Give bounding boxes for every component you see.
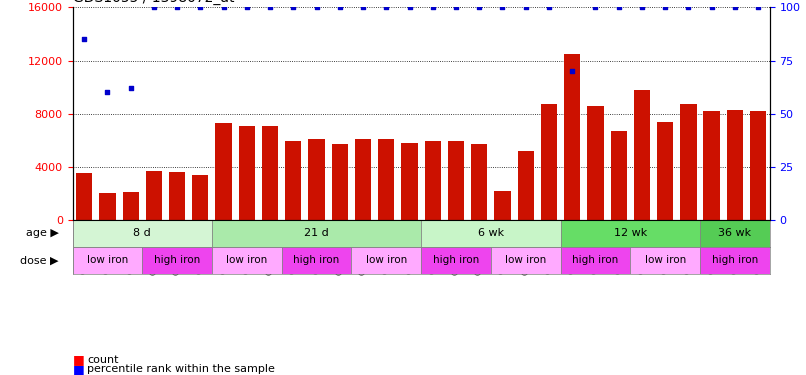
- Bar: [704, 111, 720, 220]
- Text: 8 d: 8 d: [133, 228, 152, 238]
- Bar: [494, 190, 511, 220]
- Bar: [262, 126, 278, 220]
- Bar: [750, 111, 767, 220]
- Point: [310, 4, 323, 10]
- Point: [264, 4, 276, 10]
- Point: [566, 68, 579, 74]
- Bar: [309, 139, 325, 220]
- Text: high iron: high iron: [433, 255, 479, 265]
- Bar: [351, 247, 421, 274]
- Bar: [355, 139, 372, 220]
- Bar: [421, 220, 561, 247]
- Point: [473, 4, 486, 10]
- Point: [217, 4, 230, 10]
- Bar: [212, 247, 282, 274]
- Point: [729, 4, 742, 10]
- Bar: [448, 141, 464, 220]
- Point: [403, 4, 416, 10]
- Bar: [192, 175, 209, 220]
- Bar: [561, 247, 630, 274]
- Bar: [700, 247, 770, 274]
- Text: dose ▶: dose ▶: [20, 255, 59, 265]
- Point: [635, 4, 648, 10]
- Point: [705, 4, 718, 10]
- Text: GDS1055 / 1398072_at: GDS1055 / 1398072_at: [73, 0, 234, 5]
- Point: [194, 4, 207, 10]
- Bar: [421, 247, 491, 274]
- Bar: [491, 247, 561, 274]
- Point: [287, 4, 300, 10]
- Point: [496, 4, 509, 10]
- Point: [124, 85, 137, 91]
- Bar: [215, 123, 232, 220]
- Text: high iron: high iron: [572, 255, 618, 265]
- Text: age ▶: age ▶: [26, 228, 59, 238]
- Point: [240, 4, 253, 10]
- Text: count: count: [87, 355, 118, 365]
- Bar: [239, 126, 255, 220]
- Bar: [76, 173, 93, 220]
- Point: [334, 4, 347, 10]
- Point: [589, 4, 602, 10]
- Point: [450, 4, 463, 10]
- Text: 6 wk: 6 wk: [478, 228, 504, 238]
- Bar: [471, 144, 488, 220]
- Bar: [146, 171, 162, 220]
- Bar: [99, 193, 115, 220]
- Bar: [401, 143, 418, 220]
- Text: low iron: low iron: [87, 255, 128, 265]
- Point: [426, 4, 439, 10]
- Bar: [73, 220, 212, 247]
- Text: 12 wk: 12 wk: [613, 228, 647, 238]
- Bar: [285, 141, 301, 220]
- Point: [613, 4, 625, 10]
- Text: 36 wk: 36 wk: [718, 228, 751, 238]
- Point: [380, 4, 393, 10]
- Bar: [700, 220, 770, 247]
- Point: [171, 4, 184, 10]
- Bar: [564, 54, 580, 220]
- Text: low iron: low iron: [645, 255, 686, 265]
- Point: [752, 4, 765, 10]
- Bar: [634, 90, 650, 220]
- Text: 21 d: 21 d: [304, 228, 329, 238]
- Bar: [378, 139, 394, 220]
- Bar: [517, 151, 534, 220]
- Text: ■: ■: [73, 354, 85, 366]
- Bar: [73, 247, 143, 274]
- Bar: [142, 247, 212, 274]
- Point: [682, 4, 695, 10]
- Point: [542, 4, 555, 10]
- Bar: [588, 106, 604, 220]
- Text: percentile rank within the sample: percentile rank within the sample: [87, 364, 275, 374]
- Point: [147, 4, 160, 10]
- Bar: [541, 104, 557, 220]
- Bar: [610, 131, 627, 220]
- Text: high iron: high iron: [293, 255, 339, 265]
- Text: low iron: low iron: [366, 255, 407, 265]
- Bar: [331, 144, 348, 220]
- Bar: [657, 122, 673, 220]
- Bar: [123, 192, 139, 220]
- Point: [519, 4, 532, 10]
- Point: [77, 36, 90, 42]
- Text: high iron: high iron: [154, 255, 200, 265]
- Point: [101, 89, 114, 95]
- Text: ■: ■: [73, 363, 85, 375]
- Text: low iron: low iron: [505, 255, 546, 265]
- Bar: [727, 110, 743, 220]
- Bar: [630, 247, 700, 274]
- Text: high iron: high iron: [712, 255, 758, 265]
- Text: low iron: low iron: [226, 255, 268, 265]
- Point: [659, 4, 671, 10]
- Bar: [282, 247, 351, 274]
- Bar: [561, 220, 700, 247]
- Bar: [169, 172, 185, 220]
- Bar: [680, 104, 696, 220]
- Bar: [212, 220, 421, 247]
- Bar: [425, 141, 441, 220]
- Point: [356, 4, 369, 10]
